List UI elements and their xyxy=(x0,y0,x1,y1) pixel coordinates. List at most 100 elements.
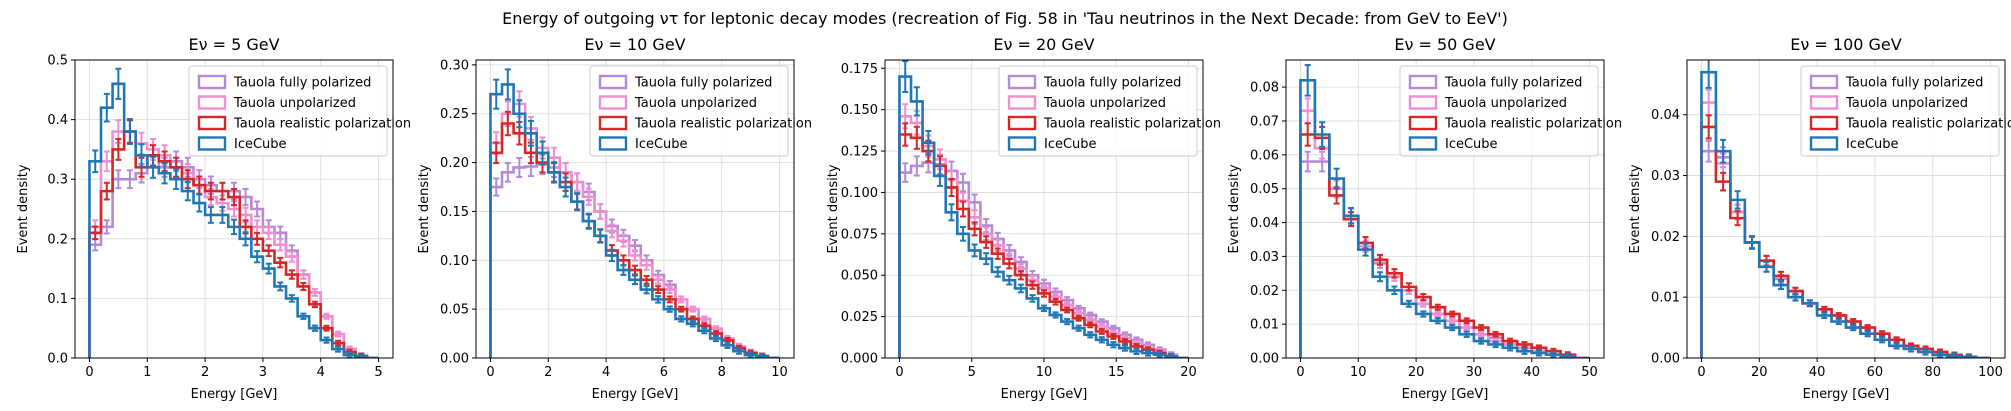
error-bar xyxy=(1893,336,1900,344)
y-axis-label: Event density xyxy=(417,164,432,253)
error-bar xyxy=(504,110,511,137)
legend-swatch-1 xyxy=(197,74,227,90)
error-bar xyxy=(736,347,743,355)
axes-frame xyxy=(1686,59,2006,359)
y-tick-label: 0.30 xyxy=(440,58,469,73)
error-bar xyxy=(960,200,967,218)
legend-swatch-3 xyxy=(197,115,227,131)
error-bar xyxy=(689,320,696,328)
x-tick-label: 50 xyxy=(1581,365,1598,380)
x-axis-label: Energy [GeV] xyxy=(1803,387,1890,402)
x-axis-label: Energy [GeV] xyxy=(592,387,679,402)
x-tick-label: 2 xyxy=(544,365,552,380)
x-axis-label: Energy [GeV] xyxy=(1001,387,1088,402)
error-bar xyxy=(620,233,627,248)
error-bar xyxy=(632,274,638,286)
legend-swatch-1 xyxy=(1809,74,1839,90)
error-bar xyxy=(1434,317,1441,325)
legend-label-2: Tauola unpolarized xyxy=(1845,96,1968,111)
error-bar xyxy=(288,269,295,280)
y-tick-label: 0.01 xyxy=(1651,291,1680,306)
y-tick-label: 0.2 xyxy=(47,232,68,247)
x-tick-label: 10 xyxy=(1036,365,1053,380)
error-bar xyxy=(643,284,650,295)
error-bar xyxy=(1121,344,1128,352)
error-bar xyxy=(1720,171,1727,192)
x-tick-label: 8 xyxy=(718,365,726,380)
error-bar xyxy=(516,99,523,129)
error-bar xyxy=(115,137,122,161)
error-bar xyxy=(103,219,110,235)
error-bar xyxy=(1405,299,1412,308)
y-tick-label: 0.125 xyxy=(841,145,878,160)
legend-label-1: Tauola fully polarized xyxy=(233,76,371,91)
error-bar xyxy=(1052,311,1059,319)
error-bar xyxy=(960,172,967,193)
legend-box xyxy=(1399,65,1599,157)
panel-title: Eν = 10 GeV xyxy=(584,35,685,54)
error-bar xyxy=(655,295,662,304)
error-bar xyxy=(960,226,967,242)
error-bar xyxy=(1463,324,1470,331)
error-bar xyxy=(608,248,615,263)
error-bar xyxy=(219,181,226,201)
x-tick-label: 20 xyxy=(1408,365,1425,380)
series-step-4 xyxy=(1700,70,1991,358)
error-bar xyxy=(311,324,318,332)
error-bar xyxy=(1965,353,1972,358)
error-bar xyxy=(1864,330,1871,338)
error-bar xyxy=(1333,167,1340,190)
x-tick-label: 0 xyxy=(895,365,903,380)
y-tick-label: 0.000 xyxy=(841,352,878,367)
x-axis-label: Energy [GeV] xyxy=(191,387,278,402)
error-bar xyxy=(971,243,978,258)
error-bar xyxy=(655,274,662,285)
error-bar xyxy=(643,274,650,285)
error-bar xyxy=(902,162,909,183)
panel-title: Eν = 50 GeV xyxy=(1394,35,1495,54)
error-bar xyxy=(1405,282,1412,292)
figure-suptitle: Energy of outgoing ντ for leptonic decay… xyxy=(502,9,1508,28)
error-bar xyxy=(585,187,592,206)
x-tick-label: 10 xyxy=(771,365,788,380)
error-bar xyxy=(138,143,145,168)
y-tick-label: 0.04 xyxy=(1250,216,1279,231)
error-bar xyxy=(925,129,932,156)
error-bar xyxy=(1376,253,1383,266)
y-tick-label: 0.15 xyxy=(440,205,469,220)
error-bar xyxy=(242,188,249,207)
y-tick-label: 0.07 xyxy=(1250,114,1279,129)
legend-label-3: Tauola realistic polarization xyxy=(1845,117,2011,132)
error-bar xyxy=(1420,310,1427,318)
error-bar xyxy=(1449,317,1456,325)
error-bar xyxy=(666,305,673,313)
panel-title: Eν = 5 GeV xyxy=(188,35,279,54)
error-bar xyxy=(1420,300,1427,308)
error-bar xyxy=(493,177,500,197)
error-bar xyxy=(1052,297,1059,306)
panel-1: 0 1 2 3 4 5 0.0 0.1 0.2 0.3 0.4 0.5 Eν = 5 GeV Energy… xyxy=(16,35,411,402)
series-step-3 xyxy=(898,133,1189,358)
error-bar xyxy=(1098,328,1105,335)
error-bar xyxy=(1835,312,1842,319)
x-tick-label: 0 xyxy=(85,365,93,380)
legend-label-1: Tauola fully polarized xyxy=(1845,76,1983,91)
error-bar xyxy=(1087,331,1094,339)
error-bar xyxy=(643,259,650,271)
error-bar xyxy=(265,244,272,258)
error-bar xyxy=(701,327,708,335)
panel-3: 0 5 10 15 20 0.000 0.025 0.050 0.075 0.100 0.125 0.… xyxy=(826,35,1221,402)
error-bar xyxy=(1806,299,1813,308)
panel-2: 0 2 4 6 8 10 0.00 0.05 0.10 0.15 0.20 0.25 0.30 Eν = … xyxy=(417,35,812,402)
error-bar xyxy=(1705,60,1712,89)
y-tick-label: 0.050 xyxy=(841,269,878,284)
error-bar xyxy=(1434,303,1441,311)
y-tick-label: 0.00 xyxy=(1651,352,1680,367)
legend-label-1: Tauola fully polarized xyxy=(1444,76,1582,91)
error-bar xyxy=(1478,337,1485,345)
y-tick-label: 0.20 xyxy=(440,156,469,171)
error-bar xyxy=(1304,150,1311,173)
error-bar xyxy=(311,288,318,297)
legend: Tauola fully polarized Tauola unpolarized… xyxy=(1399,65,1622,157)
legend-swatch-2 xyxy=(1007,95,1037,110)
